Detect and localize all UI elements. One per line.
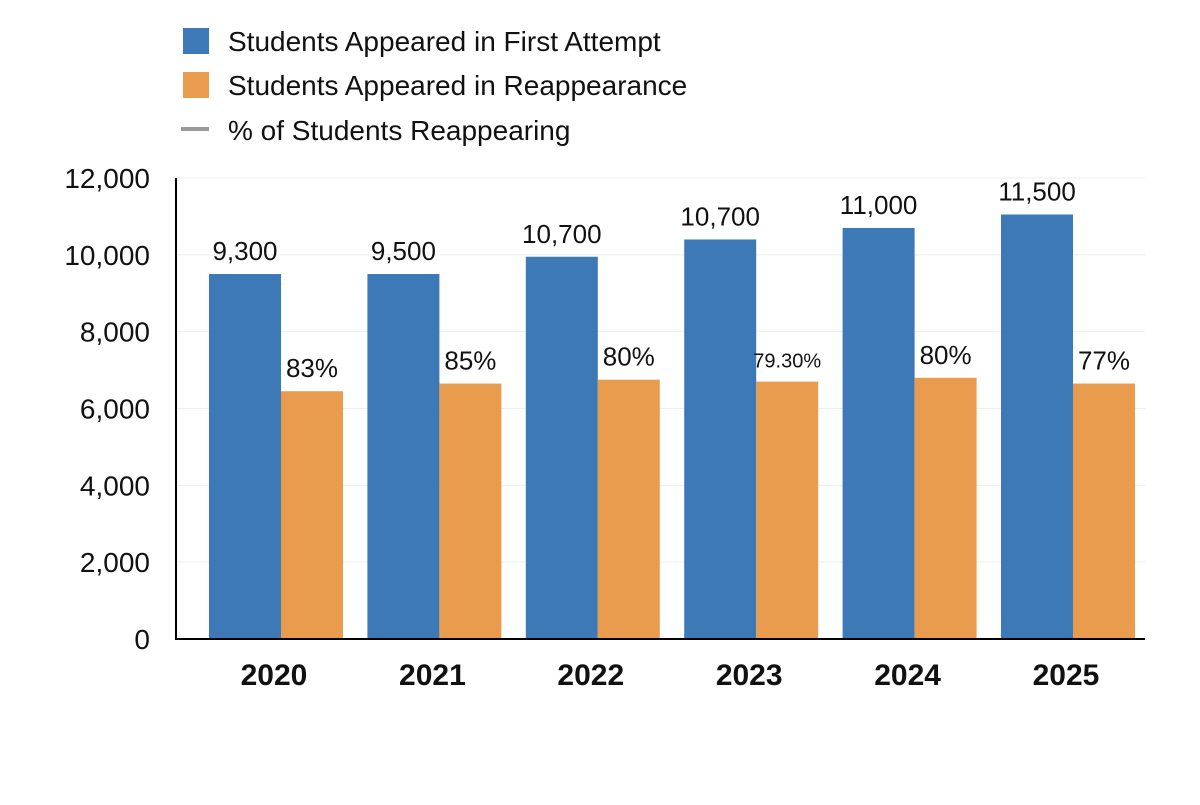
- y-tick-label: 8,000: [80, 317, 150, 348]
- bar-reappearance-2025: [1073, 383, 1135, 639]
- data-label-reappearance-2022: 80%: [603, 342, 655, 372]
- legend-label-percent-reappearing: % of Students Reappearing: [228, 115, 570, 146]
- data-label-first-attempt-2022: 10,700: [522, 219, 602, 249]
- legend-label-reappearance: Students Appeared in Reappearance: [228, 70, 687, 101]
- bar-first-attempt-2021: [367, 274, 440, 639]
- bar-reappearance-2023: [756, 381, 819, 639]
- legend-label-first-attempt: Students Appeared in First Attempt: [228, 26, 661, 57]
- data-label-first-attempt-2024: 11,000: [840, 190, 918, 220]
- data-label-reappearance-2020: 83%: [286, 353, 338, 383]
- legend-swatch-first-attempt: [183, 28, 209, 54]
- y-tick-label: 4,000: [80, 470, 150, 501]
- data-label-first-attempt-2020: 9,300: [212, 236, 277, 266]
- bars: [209, 214, 1135, 640]
- x-tick-label-2021: 2021: [399, 659, 466, 692]
- y-tick-label: 0: [134, 624, 150, 655]
- data-label-reappearance-2025: 77%: [1078, 346, 1130, 376]
- y-tick-label: 10,000: [64, 240, 150, 271]
- x-tick-label-2024: 2024: [874, 659, 941, 692]
- y-tick-label: 2,000: [80, 547, 150, 578]
- y-axis-ticks: 0 2,000 4,000 6,000 8,000 10,000 12,000: [64, 163, 150, 655]
- bar-reappearance-2021: [439, 383, 502, 639]
- bar-labels: 9,300 83% 9,500 85% 10,700 80% 10,700 79.30% 11,…: [212, 176, 1130, 383]
- x-axis-ticks: 2020 2021 2022 2023 2024 2025: [241, 659, 1100, 692]
- x-tick-label-2023: 2023: [716, 659, 783, 692]
- legend-swatch-percent-reappearing: [181, 127, 209, 131]
- x-tick-label-2020: 2020: [241, 659, 308, 692]
- data-label-first-attempt-2025: 11,500: [998, 176, 1076, 206]
- data-label-reappearance-2023: 79.30%: [753, 351, 821, 373]
- x-tick-label-2025: 2025: [1033, 659, 1100, 692]
- legend-swatch-reappearance: [183, 72, 209, 98]
- data-label-first-attempt-2021: 9,500: [371, 236, 436, 266]
- data-label-reappearance-2024: 80%: [920, 340, 972, 370]
- legend: Students Appeared in First Attempt Stude…: [181, 26, 687, 146]
- bar-first-attempt-2023: [684, 239, 757, 639]
- axes: [175, 178, 1145, 640]
- bar-first-attempt-2024: [842, 227, 915, 640]
- bar-first-attempt-2022: [525, 256, 598, 639]
- y-tick-label: 12,000: [64, 163, 150, 194]
- bar-reappearance-2022: [597, 379, 660, 639]
- data-label-first-attempt-2023: 10,700: [680, 201, 760, 231]
- bar-first-attempt-2025: [1001, 214, 1073, 639]
- bar-reappearance-2020: [281, 391, 343, 639]
- y-tick-label: 6,000: [80, 394, 150, 425]
- x-tick-label-2022: 2022: [557, 659, 624, 692]
- data-label-reappearance-2021: 85%: [444, 346, 496, 376]
- bar-reappearance-2024: [914, 377, 977, 639]
- bar-first-attempt-2020: [209, 274, 281, 639]
